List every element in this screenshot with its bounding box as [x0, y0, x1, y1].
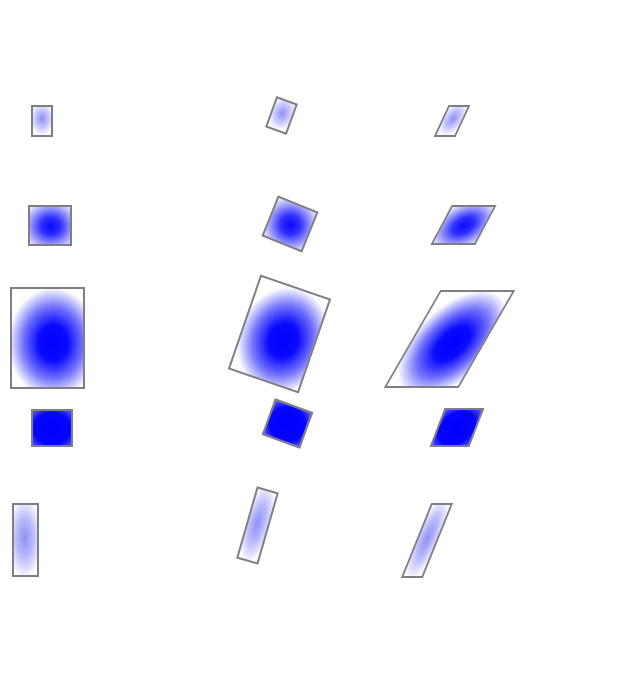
rect-r4-skewed — [429, 408, 485, 447]
rect-r2-rotated — [261, 195, 319, 253]
rect-r3-upright — [10, 287, 85, 389]
rect-r1-rotated — [265, 96, 298, 135]
rect-r1-upright — [31, 105, 53, 137]
rect-r1-skewed — [433, 105, 471, 137]
rect-r5-skewed — [400, 503, 454, 578]
rect-r3-rotated — [227, 274, 332, 394]
rect-r4-rotated — [261, 398, 314, 449]
rect-r4-upright — [31, 409, 73, 447]
rect-r5-rotated — [236, 486, 279, 565]
rect-r2-skewed — [430, 205, 497, 245]
rect-r2-upright — [28, 205, 72, 246]
rect-r5-upright — [12, 503, 39, 577]
rect-r3-skewed — [383, 290, 516, 388]
